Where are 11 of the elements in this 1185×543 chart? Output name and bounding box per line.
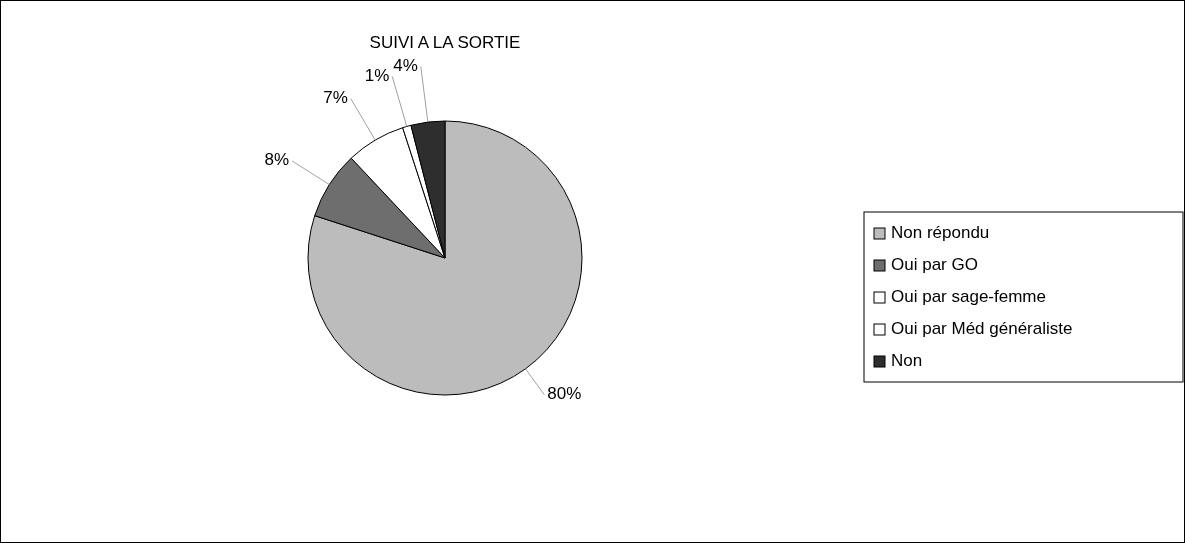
legend-label: Non (891, 351, 923, 371)
data-label: 8% (264, 150, 290, 170)
data-label: 7% (323, 88, 348, 108)
legend-label: Oui par Méd généraliste (891, 319, 1073, 339)
data-label: 4% (393, 56, 418, 76)
legend-label: Non répondu (891, 223, 990, 243)
legend-label: Oui par GO (891, 255, 978, 275)
chart-title: SUIVI A LA SORTIE (369, 33, 521, 52)
data-label: 1% (364, 65, 390, 85)
legend-label: Oui par sage-femme (891, 287, 1046, 307)
data-label: 80% (547, 384, 582, 404)
